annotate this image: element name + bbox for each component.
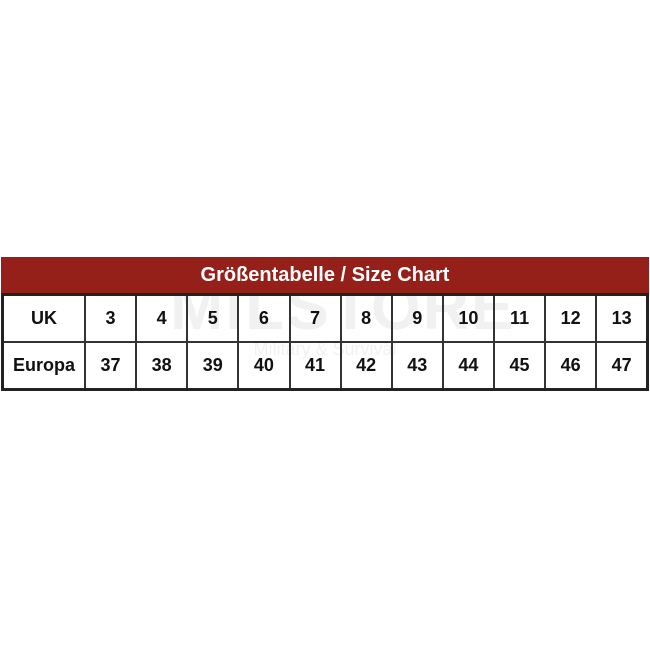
size-cell: 3	[83, 293, 138, 343]
size-cell: 6	[237, 293, 291, 343]
size-cell: 42	[339, 341, 393, 391]
size-cell: 13	[595, 293, 650, 343]
size-cell: 46	[544, 341, 598, 391]
size-cell: 39	[186, 341, 240, 391]
size-cell: 43	[390, 341, 444, 391]
size-cell: 40	[237, 341, 291, 391]
row-label: UK	[1, 293, 86, 343]
size-cell: 7	[288, 293, 342, 343]
table-row: UK 3 4 5 6 7 8 9 10 11 12 13	[1, 293, 650, 343]
size-cell: 44	[441, 341, 496, 391]
size-chart: Größentabelle / Size Chart UK 3 4 5 6 7 8 9 10 11…	[1, 257, 650, 391]
size-cell: 47	[595, 341, 650, 391]
size-cell: 4	[135, 293, 189, 343]
size-cell: 38	[135, 341, 189, 391]
size-cell: 41	[288, 341, 342, 391]
size-cell: 10	[441, 293, 496, 343]
table-row: Europa 37 38 39 40 41 42 43 44 45 46 47	[1, 341, 650, 391]
size-chart-title: Größentabelle / Size Chart	[1, 257, 649, 293]
row-label: Europa	[1, 341, 86, 391]
size-cell: 37	[83, 341, 138, 391]
size-cell: 9	[390, 293, 444, 343]
size-cell: 5	[186, 293, 240, 343]
size-cell: 11	[492, 293, 547, 343]
size-cell: 12	[544, 293, 598, 343]
size-cell: 8	[339, 293, 393, 343]
size-cell: 45	[492, 341, 547, 391]
size-table: UK 3 4 5 6 7 8 9 10 11 12 13 Europa 37 38 39 40 41 42 43 44 4…	[1, 293, 650, 391]
